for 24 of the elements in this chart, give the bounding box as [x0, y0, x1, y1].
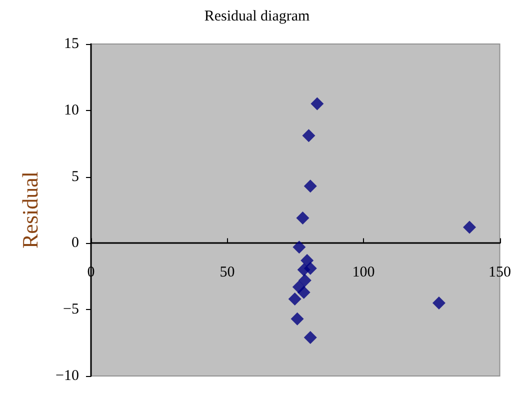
y-tick-label: 0 — [72, 235, 79, 252]
x-tick-label: 150 — [488, 264, 511, 281]
point — [296, 211, 310, 224]
y-tick-label: −10 — [56, 368, 79, 384]
point — [297, 263, 310, 276]
point — [288, 292, 302, 306]
point — [432, 296, 446, 310]
point — [292, 240, 306, 254]
point — [463, 220, 476, 234]
point — [298, 274, 312, 287]
point — [302, 129, 316, 142]
y-tick-label: 5 — [72, 168, 79, 185]
y-axis-title: Residual — [18, 172, 42, 248]
y-tick-label: −5 — [63, 302, 79, 318]
point — [290, 312, 304, 326]
y-tick-label: 15 — [64, 36, 79, 52]
x-tick-label: 50 — [220, 264, 235, 281]
x-tick-label: 100 — [352, 264, 375, 281]
point — [297, 286, 310, 299]
point — [304, 330, 317, 344]
chart-title: Residual diagram — [204, 8, 310, 24]
y-tick-label: 10 — [64, 102, 79, 118]
point — [310, 97, 324, 110]
point — [304, 180, 317, 193]
